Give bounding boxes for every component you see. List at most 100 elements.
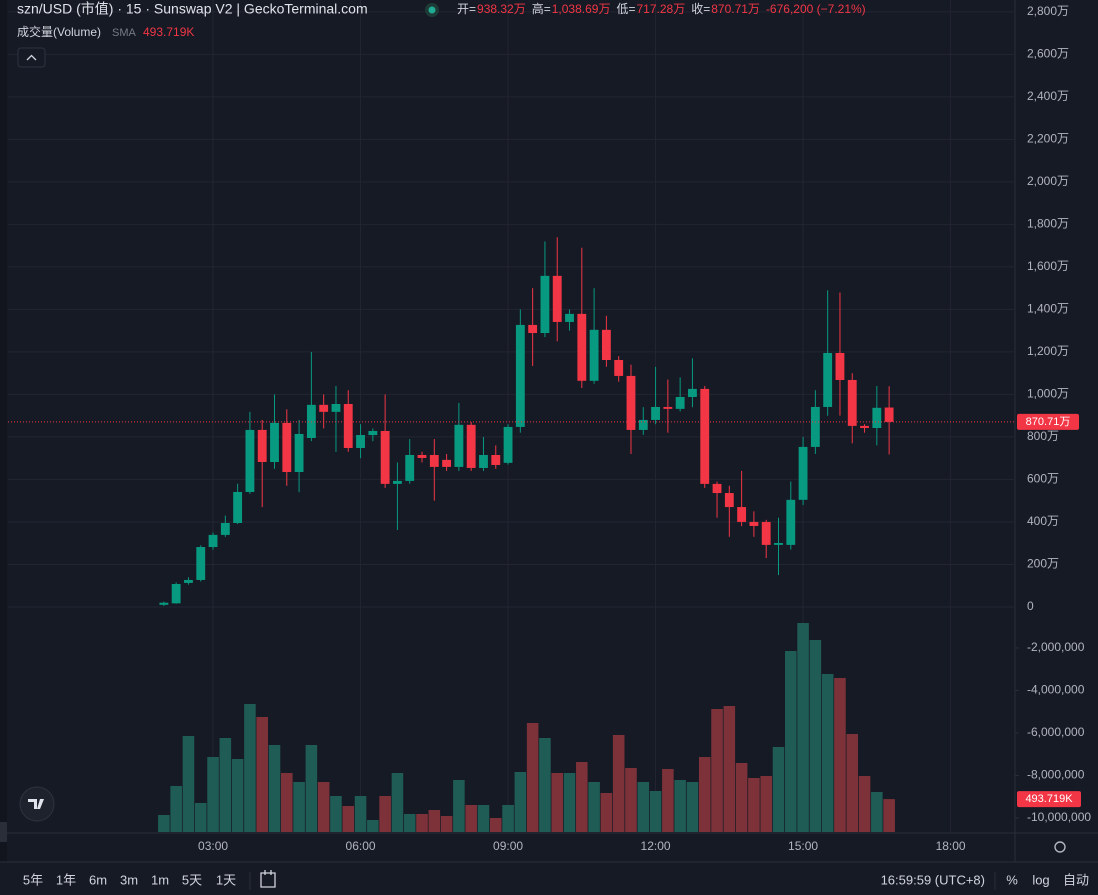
ohlc-legend: 开= 938.32万 高= 1,038.69万 低= 717.28万 收= 870.71万 -6… (457, 1, 866, 16)
candle-body (601, 329, 611, 361)
ohlc-value: 938.32万 (477, 2, 526, 16)
log-button[interactable]: log (1032, 872, 1049, 887)
volume-bar (846, 734, 859, 832)
candle-body (171, 583, 181, 604)
candle-body (786, 499, 796, 545)
y-tick-label: 1,800万 (1027, 217, 1069, 231)
ohlc-change: -676,200 (−7.21%) (766, 2, 866, 16)
candle-body (257, 429, 267, 463)
volume-bar (367, 820, 379, 832)
candle-body (319, 404, 329, 412)
y-tick-label: 2,600万 (1027, 47, 1069, 61)
candle-body (688, 388, 697, 397)
candle-body (466, 424, 476, 468)
candle-body (884, 407, 894, 422)
volume-bar (600, 793, 613, 832)
range-button[interactable]: 1年 (56, 872, 76, 887)
volume-bar (686, 782, 699, 832)
volume-bar (293, 782, 305, 832)
volume-bar (379, 796, 391, 832)
candle-body (454, 424, 464, 467)
volume-bar (219, 738, 232, 832)
y-tick-label: 2,000万 (1027, 174, 1069, 188)
volume-bar (477, 805, 490, 832)
chart-title: szn/USD (市值) · 15 · Sunswap V2 | GeckoTe… (17, 1, 368, 17)
sma-label: SMA (112, 27, 137, 39)
range-button[interactable]: 5年 (23, 872, 43, 887)
sma-value: 493.719K (143, 25, 194, 39)
candle-body (860, 425, 869, 429)
candle-body (331, 403, 341, 412)
volume-bar (698, 757, 711, 832)
candle-body (491, 454, 501, 465)
candle-body (245, 429, 255, 492)
candle-body (380, 430, 390, 484)
volume-bar (403, 814, 416, 832)
range-button[interactable]: 1m (151, 872, 169, 887)
ohlc-value: 1,038.69万 (552, 2, 611, 16)
volume-bar (760, 776, 772, 832)
volume-bar (649, 791, 662, 832)
candle-body (675, 396, 685, 409)
range-button[interactable]: 6m (89, 872, 107, 887)
candle-body (847, 379, 857, 426)
candle-body (835, 352, 845, 380)
candle-body (233, 491, 243, 524)
y-tick-label: 1,200万 (1027, 344, 1069, 358)
y2-tick-label: -4,000,000 (1027, 683, 1085, 697)
candle-body (294, 433, 304, 472)
candle-body (356, 435, 365, 448)
percent-button[interactable]: % (1006, 872, 1018, 887)
volume-bar (465, 805, 477, 832)
volume-bar (576, 762, 588, 832)
candle-body (479, 454, 488, 468)
clock: 16:59:59 (UTC+8) (881, 872, 985, 887)
y-tick-label: 2,800万 (1027, 4, 1069, 18)
candle-body (405, 454, 415, 481)
volume-bar (268, 745, 281, 832)
x-tick-label: 12:00 (641, 839, 671, 853)
date-range-icon[interactable] (260, 870, 276, 888)
range-button[interactable]: 1天 (216, 872, 236, 887)
candle-body (577, 313, 587, 381)
candle-body (393, 480, 402, 484)
y-tick-label: 400万 (1027, 514, 1059, 528)
y-tick-label: 0 (1027, 599, 1034, 613)
side-toggle[interactable] (0, 822, 7, 842)
candle-body (429, 454, 439, 467)
range-button[interactable]: 5天 (182, 872, 202, 887)
candle-body (503, 426, 513, 463)
volume-bar (821, 674, 834, 832)
candle-body (712, 483, 722, 494)
candle-body (417, 454, 427, 458)
status-dot (428, 6, 436, 14)
y2-tick-label: -6,000,000 (1027, 725, 1085, 739)
volume-bar (871, 792, 883, 832)
candle-body (442, 459, 452, 467)
range-button[interactable]: 3m (120, 872, 138, 887)
volume-bar (354, 796, 367, 832)
candle-body (552, 275, 562, 322)
x-tick-label: 06:00 (346, 839, 376, 853)
collapse-button[interactable] (17, 47, 46, 68)
auto-button[interactable]: 自动 (1063, 872, 1089, 887)
volume-bar (489, 818, 502, 832)
ohlc-value: 717.28万 (636, 2, 685, 16)
candle-body (724, 493, 734, 508)
volume-bar (809, 640, 822, 832)
volume-label: 493.719K (1025, 793, 1073, 805)
volume-bar (428, 810, 441, 832)
volume-bar (748, 778, 760, 832)
candle-body (663, 406, 673, 409)
candle-body (159, 602, 169, 605)
candle-body (614, 360, 624, 376)
settings-icon[interactable] (1054, 841, 1066, 853)
y2-tick-label: -8,000,000 (1027, 768, 1085, 782)
y2-tick-label: -10,000,000 (1027, 810, 1091, 824)
candle-body (540, 275, 550, 334)
x-tick-label: 03:00 (198, 839, 228, 853)
volume-bar (317, 782, 330, 832)
volume-bar (797, 623, 809, 832)
volume-bar (170, 786, 182, 832)
candle-body (798, 446, 808, 500)
